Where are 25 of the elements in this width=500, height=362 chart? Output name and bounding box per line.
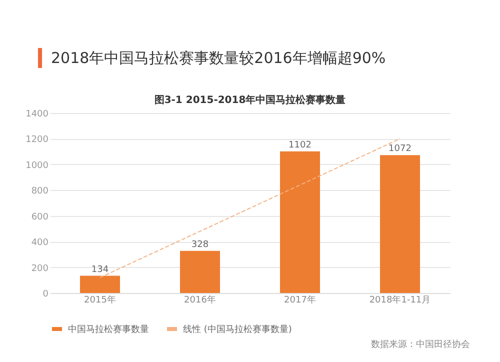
data-label: 134 (91, 264, 109, 275)
data-label: 1072 (388, 144, 412, 154)
source-note: 数据来源：中国田径协会 (371, 338, 470, 351)
y-tick-label: 1200 (26, 135, 49, 146)
bar (180, 250, 220, 293)
bar (280, 151, 320, 293)
bar (380, 155, 420, 293)
x-tick-label: 2017年 (284, 294, 316, 306)
x-tick-label: 2015年 (84, 294, 116, 306)
y-tick-label: 600 (31, 212, 49, 222)
legend-label: 线性 (中国马拉松赛事数量) (183, 324, 292, 335)
data-label: 1102 (288, 140, 312, 150)
x-tick-label: 2018年1-11月 (369, 294, 431, 306)
y-tick-label: 400 (31, 238, 49, 248)
y-tick-label: 200 (31, 264, 49, 274)
chart-title: 2018年中国马拉松赛事数量较2016年增幅超90% (38, 48, 386, 68)
bar (80, 276, 120, 293)
y-tick-label: 1400 (26, 110, 49, 120)
chart-subtitle: 图3-1 2015-2018年中国马拉松赛事数量 (154, 94, 346, 106)
data-label: 328 (191, 240, 209, 250)
y-tick-label: 1000 (26, 160, 49, 171)
x-tick-label: 2016年 (184, 294, 216, 306)
y-tick-label: 0 (42, 290, 49, 300)
legend-label: 中国马拉松赛事数量 (68, 324, 149, 335)
y-tick-label: 800 (31, 186, 49, 197)
